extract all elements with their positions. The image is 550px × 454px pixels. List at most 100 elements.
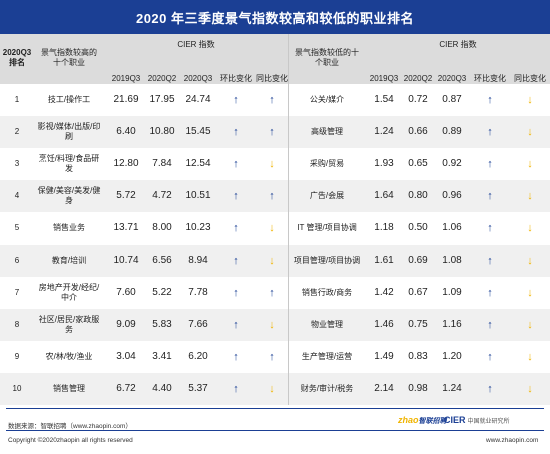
high-job-cell: 烹饪/料理/食品研发 [38, 154, 100, 174]
header-cier-left: CIER 指数 [177, 40, 215, 49]
table-row: 7 房地产开发/经纪/中介 7.60 5.22 7.78 ↑ ↑ 销售行政/商务 1.42 0.6… [0, 276, 550, 309]
copyright: Copyright ©2020zhaopin all rights reserv… [8, 437, 133, 444]
data-source: 数据来源：智联招聘（www.zhaopin.com） [8, 423, 132, 430]
arrow-up-icon: ↑ [487, 382, 493, 395]
arrow-up-icon: ↑ [487, 254, 493, 267]
low-2019q3-cell: 1.93 [374, 158, 394, 170]
table-row: 10 销售管理 6.72 4.40 5.37 ↑ ↓ 财务/审计/税务 2.14 0.98 1.24… [0, 372, 550, 405]
table-row: 2 影视/媒体/出版/印刷 6.40 10.80 15.45 ↑ ↑ 高级管理 1.24 0.66… [0, 116, 550, 149]
low-2020q3-cell: 1.09 [442, 286, 462, 298]
high-2020q2-cell: 5.83 [152, 318, 172, 330]
low-2020q2-cell: 0.75 [408, 318, 428, 330]
low-2020q2-cell: 0.65 [408, 158, 428, 170]
rank-cell: 10 [12, 383, 22, 393]
low-2019q3-cell: 1.61 [374, 254, 394, 266]
rank-cell: 1 [14, 95, 20, 105]
arrow-down-icon: ↓ [269, 318, 275, 331]
arrow-up-icon: ↑ [233, 126, 239, 139]
arrow-down-icon: ↓ [527, 286, 533, 299]
high-2019q3-cell: 6.40 [116, 126, 136, 138]
high-2020q2-cell: 10.80 [149, 126, 175, 138]
low-job-cell: 物业管理 [311, 319, 343, 329]
header-col-2020q2-left: 2020Q2 [147, 74, 177, 83]
arrow-down-icon: ↓ [527, 190, 533, 203]
arrow-up-icon: ↑ [269, 126, 275, 139]
zhaopin-logo: zhao智联招聘 [398, 415, 447, 426]
arrow-up-icon: ↑ [233, 94, 239, 107]
low-job-cell: IT 管理/项目协调 [297, 223, 357, 233]
header-col-2020q2-right: 2020Q2 [403, 74, 433, 83]
cier-logo-sub: 中国就业研究所 [467, 419, 510, 425]
arrow-down-icon: ↓ [527, 382, 533, 395]
header-col-ring-right: 环比变化 [474, 74, 506, 83]
rank-cell: 4 [14, 191, 20, 201]
low-2019q3-cell: 1.42 [374, 286, 394, 298]
high-2020q2-cell: 8.00 [152, 222, 172, 234]
arrow-up-icon: ↑ [487, 94, 493, 107]
low-2020q2-cell: 0.50 [408, 222, 428, 234]
arrow-up-icon: ↑ [487, 318, 493, 331]
low-2020q3-cell: 0.89 [442, 126, 462, 138]
table-row: 3 烹饪/料理/食品研发 12.80 7.84 12.54 ↑ ↓ 采购/贸易 1.93 0.65… [0, 148, 550, 181]
footer-divider [6, 408, 544, 409]
low-2019q3-cell: 1.18 [374, 222, 394, 234]
zhaopin-logo-b: 智联招聘 [418, 418, 447, 425]
arrow-up-icon: ↑ [233, 286, 239, 299]
column-separator [288, 34, 289, 405]
rank-cell: 3 [14, 159, 20, 169]
high-job-cell: 销售业务 [53, 223, 85, 233]
header-col-2019q3-left: 2019Q3 [111, 74, 141, 83]
header-col-yoy-right: 同比变化 [514, 74, 546, 83]
high-2020q3-cell: 10.51 [185, 190, 211, 202]
arrow-up-icon: ↑ [233, 158, 239, 171]
header-high-job: 景气指数较高的十个职业 [41, 48, 97, 67]
high-job-cell: 社区/居民/家政服务 [38, 314, 100, 334]
arrow-up-icon: ↑ [487, 190, 493, 203]
arrow-down-icon: ↓ [527, 318, 533, 331]
table-row: 6 教育/培训 10.74 6.56 8.94 ↑ ↓ 项目管理/项目协调 1.61 0.69 1.… [0, 244, 550, 277]
arrow-up-icon: ↑ [269, 350, 275, 363]
rank-cell: 8 [14, 319, 20, 329]
low-2020q3-cell: 0.87 [442, 94, 462, 106]
header-col-ring-left: 环比变化 [220, 74, 252, 83]
arrow-up-icon: ↑ [233, 318, 239, 331]
low-2019q3-cell: 1.24 [374, 126, 394, 138]
arrow-up-icon: ↑ [269, 190, 275, 203]
arrow-down-icon: ↓ [269, 222, 275, 235]
arrow-up-icon: ↑ [487, 158, 493, 171]
arrow-down-icon: ↓ [269, 158, 275, 171]
low-2020q2-cell: 0.83 [408, 350, 428, 362]
high-2020q2-cell: 3.41 [152, 350, 172, 362]
high-2019q3-cell: 12.80 [113, 158, 139, 170]
high-job-cell: 农/林/牧/渔业 [45, 351, 93, 361]
arrow-up-icon: ↑ [269, 94, 275, 107]
low-2019q3-cell: 2.14 [374, 382, 394, 394]
arrow-up-icon: ↑ [233, 222, 239, 235]
arrow-up-icon: ↑ [233, 254, 239, 267]
zhaopin-logo-a: zhao [398, 415, 419, 425]
high-2020q2-cell: 6.56 [152, 254, 172, 266]
low-2020q3-cell: 1.20 [442, 350, 462, 362]
table-row: 8 社区/居民/家政服务 9.09 5.83 7.66 ↑ ↓ 物业管理 1.46 0.75 1.1… [0, 308, 550, 341]
low-2019q3-cell: 1.64 [374, 190, 394, 202]
low-2020q2-cell: 0.69 [408, 254, 428, 266]
arrow-up-icon: ↑ [233, 382, 239, 395]
low-2020q3-cell: 1.06 [442, 222, 462, 234]
arrow-down-icon: ↓ [527, 350, 533, 363]
high-2020q3-cell: 8.94 [188, 254, 208, 266]
high-2019q3-cell: 13.71 [113, 222, 139, 234]
high-job-cell: 销售管理 [53, 383, 85, 393]
high-2020q3-cell: 10.23 [185, 222, 211, 234]
high-2020q2-cell: 5.22 [152, 286, 172, 298]
arrow-down-icon: ↓ [527, 222, 533, 235]
high-2019q3-cell: 10.74 [113, 254, 139, 266]
low-2020q2-cell: 0.98 [408, 382, 428, 394]
cier-logo: CIER 中国就业研究所 [444, 415, 510, 425]
high-2019q3-cell: 6.72 [116, 382, 136, 394]
header-rank-line1: 2020Q3 [2, 48, 32, 57]
arrow-down-icon: ↓ [527, 158, 533, 171]
low-job-cell: 项目管理/项目协调 [293, 255, 361, 265]
header-col-2020q3-right: 2020Q3 [437, 74, 467, 83]
high-2020q2-cell: 17.95 [149, 94, 175, 106]
low-2020q3-cell: 0.92 [442, 158, 462, 170]
